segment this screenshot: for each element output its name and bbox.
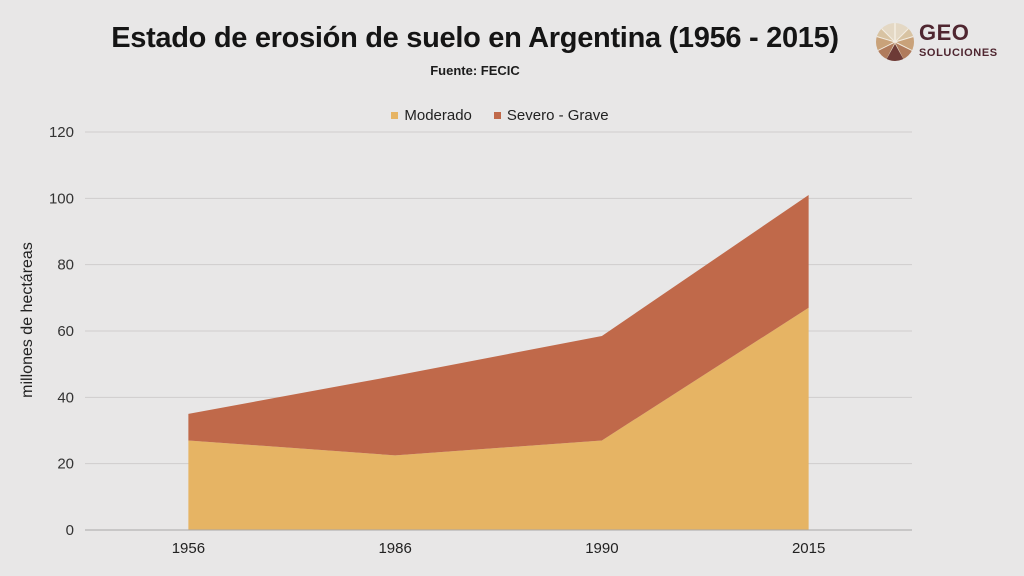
logo-tagline: SOLUCIONES [919, 47, 998, 59]
chart-subtitle: Fuente: FECIC [430, 63, 520, 78]
chart-title: Estado de erosión de suelo en Argentina … [111, 22, 839, 54]
x-tick-label: 1956 [172, 540, 205, 557]
chart-legend: Moderado Severo - Grave [0, 107, 1000, 124]
legend-label-severo-grave: Severo - Grave [506, 107, 609, 124]
x-tick-label: 2015 [792, 540, 825, 557]
y-tick-label: 0 [66, 522, 74, 539]
y-tick-label: 40 [57, 389, 74, 406]
axes: 0 20 40 60 80 100 120 1956 1986 1990 2015 [49, 124, 912, 557]
y-tick-label: 60 [57, 323, 74, 340]
legend-swatch-severo-grave [493, 112, 501, 119]
x-tick-label: 1990 [585, 540, 618, 557]
x-tick-label: 1986 [378, 540, 411, 557]
y-tick-label: 20 [57, 456, 74, 473]
y-tick-label: 100 [49, 190, 74, 207]
legend-item-severo-grave: Severo - Grave [493, 107, 609, 124]
legend-label-moderado: Moderado [404, 107, 472, 124]
geo-soluciones-logo-icon [876, 23, 914, 61]
logo-name: GEO [919, 20, 970, 45]
legend-swatch-moderado [391, 112, 399, 119]
brand-logo: GEO SOLUCIONES [875, 20, 1015, 64]
y-tick-label: 80 [57, 257, 74, 274]
area-severo-grave [188, 195, 809, 456]
y-tick-label: 120 [49, 124, 74, 141]
area-series [188, 195, 809, 530]
area-moderado [188, 307, 809, 530]
legend-item-moderado: Moderado [391, 107, 472, 124]
